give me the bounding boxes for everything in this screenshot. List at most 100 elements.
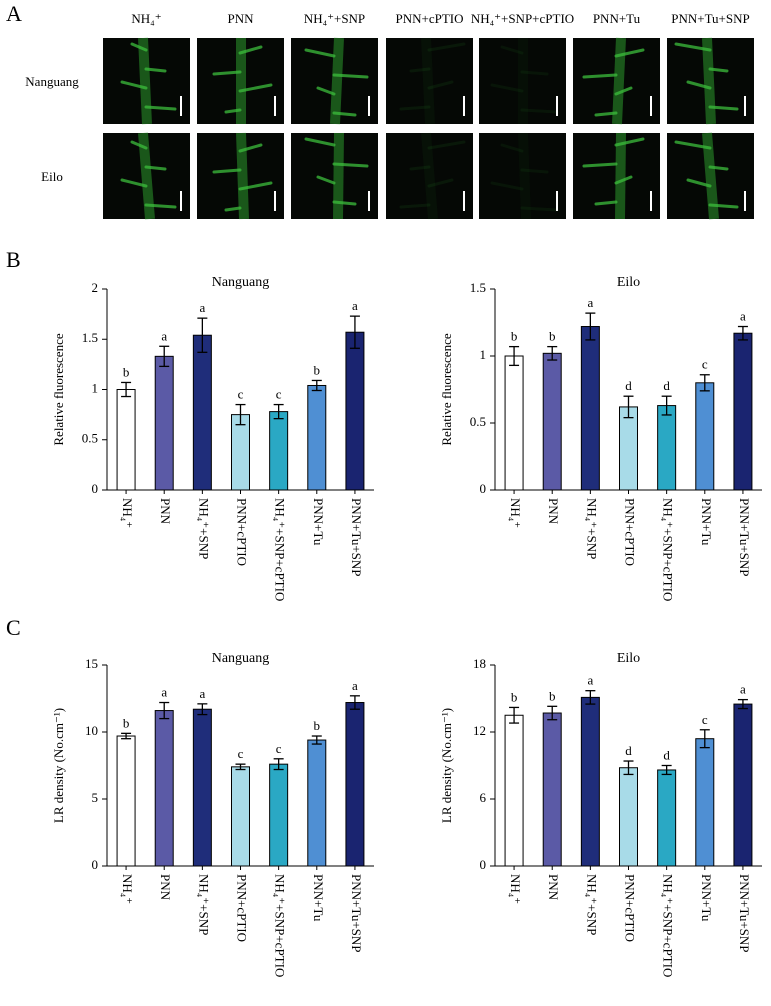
lateral-root (674, 42, 712, 52)
bar (580, 326, 600, 491)
bar (695, 738, 715, 867)
significance-letter: a (587, 295, 593, 310)
significance-letter: b (511, 329, 518, 344)
lateral-root (144, 203, 177, 209)
lateral-root (594, 111, 618, 117)
lateral-root (500, 143, 524, 153)
x-tick-label: NH₄⁺+SNP (196, 874, 211, 935)
error-bar (737, 698, 748, 710)
bar (116, 389, 136, 491)
error-bar (699, 729, 710, 749)
lateral-root (332, 200, 357, 206)
x-tick-label: NH₄⁺+SNP+cPTIO (273, 874, 288, 977)
error-bar (585, 690, 596, 705)
error-bar (235, 403, 246, 426)
y-axis-label: LR density (No.cm⁻¹) (439, 708, 454, 823)
panel-label: B (6, 247, 21, 272)
lateral-root (427, 178, 454, 188)
micrograph (479, 38, 566, 124)
lateral-root (409, 67, 431, 73)
bar (733, 332, 753, 491)
significance-letter: c (702, 357, 708, 372)
bar (619, 406, 638, 491)
lateral-root (238, 83, 273, 93)
error-bar (235, 763, 246, 771)
lateral-root (144, 67, 167, 73)
lateral-root (304, 48, 336, 58)
error-bar (623, 760, 634, 776)
x-tick-label: PNN+Tu (311, 874, 326, 922)
error-bar (349, 315, 360, 349)
significance-letter: a (199, 686, 205, 701)
y-axis-label: Relative fluorescence (51, 333, 66, 445)
significance-letter: d (625, 378, 632, 393)
bar (695, 382, 715, 491)
root (421, 132, 438, 220)
x-tick-label: PNN+Tu+SNP (737, 498, 752, 577)
column-label: NH₄⁺+SNP+cPTIO (471, 11, 574, 26)
x-tick-label: PNN+Tu (311, 498, 326, 546)
error-bar (311, 379, 322, 392)
y-tick-label: 1.5 (82, 330, 98, 345)
bar (542, 712, 562, 867)
significance-letter: a (199, 300, 205, 315)
significance-letter: a (352, 678, 358, 693)
root (138, 37, 152, 125)
lateral-root (614, 175, 633, 185)
significance-letter: c (702, 712, 708, 727)
lateral-root (708, 105, 739, 111)
lateral-root (708, 165, 729, 171)
x-tick-label: NH₄⁺ (508, 498, 523, 528)
column-label: NH₄⁺ (131, 11, 161, 26)
bar (269, 763, 289, 867)
lateral-root (399, 203, 431, 209)
x-tick-label: PNN+cPTIO (235, 498, 250, 566)
lateral-root (332, 162, 369, 168)
error-bar (547, 705, 558, 721)
bar (307, 384, 327, 491)
error-bar (737, 325, 748, 341)
bar (504, 714, 524, 867)
lateral-root (224, 206, 242, 212)
lateral-root (594, 200, 618, 206)
lateral-root (500, 45, 524, 55)
x-tick-label: PNN+cPTIO (623, 874, 638, 942)
bar (192, 334, 212, 491)
significance-letter: a (740, 682, 746, 697)
root (615, 132, 626, 220)
y-tick-label: 12 (473, 723, 486, 738)
significance-letter: b (123, 364, 130, 379)
lateral-root (332, 73, 369, 79)
root (702, 37, 716, 125)
significance-letter: a (161, 685, 167, 700)
error-bar (121, 732, 132, 740)
micrograph (479, 133, 566, 219)
significance-letter: a (740, 309, 746, 324)
x-tick-label: NH₄⁺+SNP (584, 498, 599, 559)
row-label: Eilo (41, 169, 63, 184)
lateral-root (520, 206, 559, 212)
error-bar (197, 703, 208, 716)
y-tick-label: 15 (85, 656, 98, 671)
lateral-root (304, 137, 336, 147)
lateral-root (614, 137, 645, 147)
x-tick-label: PNN (158, 498, 173, 525)
panel-label: C (6, 615, 21, 640)
x-tick-label: NH₄⁺+SNP+cPTIO (273, 498, 288, 601)
lateral-root (520, 168, 549, 174)
chart-title: Eilo (617, 651, 640, 666)
bar (619, 767, 638, 867)
bar (542, 352, 562, 491)
micrograph (386, 38, 473, 124)
error-bar (547, 345, 558, 361)
row-label: Nanguang (25, 74, 79, 89)
y-tick-label: 0.5 (82, 431, 98, 446)
bar (269, 411, 289, 491)
lateral-root (238, 181, 273, 191)
root (333, 132, 344, 220)
error-bar (273, 758, 284, 771)
lateral-root (316, 86, 336, 96)
error-bar (121, 381, 132, 398)
significance-letter: b (314, 362, 321, 377)
significance-letter: b (511, 689, 518, 704)
